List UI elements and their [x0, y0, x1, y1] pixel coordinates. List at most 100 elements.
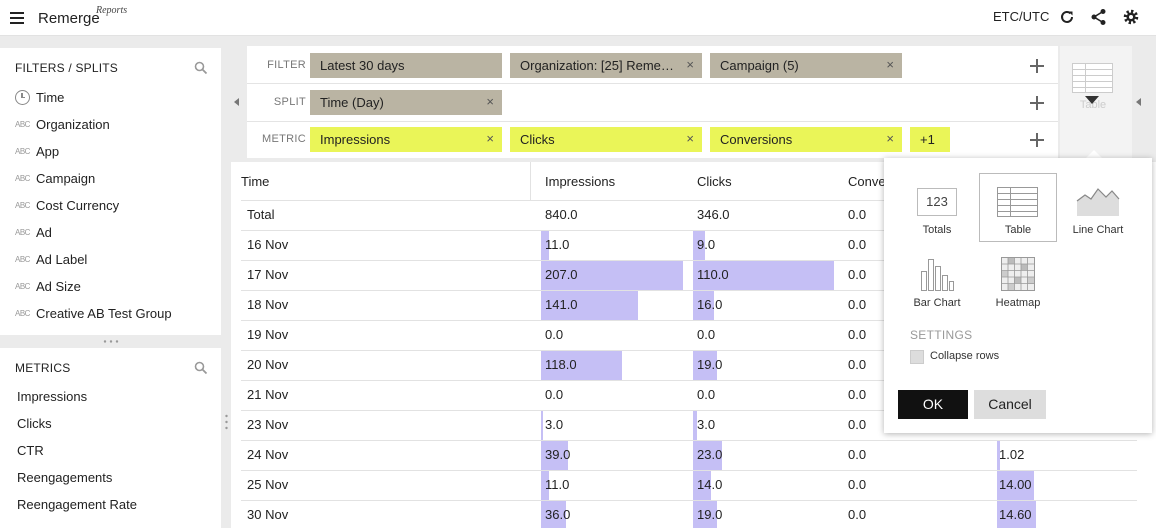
- refresh-icon[interactable]: [1058, 8, 1076, 26]
- chip-label: Impressions: [320, 132, 391, 147]
- metric-chip-conversions[interactable]: Conversions ×: [710, 127, 902, 152]
- heatmap-icon: [1001, 257, 1035, 291]
- viz-option-line-chart[interactable]: Line Chart: [1059, 173, 1137, 242]
- row-conversions: 0.0: [848, 507, 867, 522]
- impressions-bar: [541, 441, 568, 470]
- dimension-organization[interactable]: ABC Organization: [15, 114, 110, 134]
- row-extra-metric: 14.60: [999, 507, 1032, 522]
- filters-panel-title: FILTERS / SPLITS: [15, 61, 119, 75]
- share-icon[interactable]: [1090, 8, 1108, 26]
- column-header-time[interactable]: Time: [241, 174, 270, 189]
- remove-chip-icon[interactable]: ×: [886, 57, 894, 72]
- filter-chip-campaign[interactable]: Campaign (5) ×: [710, 53, 902, 78]
- top-bar: [0, 0, 1156, 36]
- collapse-rows-label[interactable]: Collapse rows: [930, 350, 1000, 362]
- dimension-app[interactable]: ABC App: [15, 141, 59, 161]
- split-chip-time[interactable]: Time (Day) ×: [310, 90, 502, 115]
- viz-option-heatmap[interactable]: Heatmap: [979, 245, 1057, 314]
- totals-icon: 123: [917, 188, 957, 216]
- abc-icon: ABC: [15, 173, 30, 183]
- dimension-time[interactable]: Time: [15, 87, 64, 107]
- metrics-panel-title: METRICS: [15, 361, 71, 375]
- metric-reengagements[interactable]: Reengagements: [17, 470, 113, 485]
- row-time: 24 Nov: [247, 447, 289, 462]
- row-impressions: 3.0: [545, 417, 564, 432]
- viz-option-table[interactable]: Table: [979, 173, 1057, 242]
- remove-chip-icon[interactable]: ×: [686, 57, 694, 72]
- row-conversions: 0.0: [848, 417, 867, 432]
- viz-option-bar-chart[interactable]: Bar Chart: [898, 245, 976, 314]
- collapse-rows-checkbox[interactable]: [910, 350, 924, 364]
- remove-chip-icon[interactable]: ×: [486, 131, 494, 146]
- sidebar-resize-handle[interactable]: [224, 414, 229, 430]
- divider: [241, 380, 1137, 381]
- ok-button[interactable]: OK: [898, 390, 968, 419]
- dimension-ad[interactable]: ABC Ad: [15, 222, 52, 242]
- row-conversions: 0.0: [848, 477, 867, 492]
- viz-option-label: Line Chart: [1072, 224, 1124, 236]
- row-time: 19 Nov: [247, 327, 289, 342]
- row-impressions: 0.0: [545, 327, 564, 342]
- divider: [241, 230, 1137, 231]
- popover-arrow: [1085, 150, 1103, 159]
- viz-option-totals[interactable]: 123 Totals: [898, 173, 976, 242]
- split-row-label: SPLIT: [273, 96, 306, 108]
- timezone-selector[interactable]: ETC/UTC: [993, 9, 1050, 24]
- menu-icon[interactable]: [10, 12, 24, 24]
- filter-row-label: FILTER: [267, 59, 306, 71]
- filters-panel: [0, 48, 221, 335]
- metric-clicks[interactable]: Clicks: [17, 416, 52, 431]
- search-icon[interactable]: [194, 61, 208, 75]
- abc-icon: ABC: [15, 146, 30, 156]
- impressions-bar: [541, 471, 549, 500]
- add-metric-icon[interactable]: [1030, 133, 1044, 147]
- table-icon: [997, 187, 1038, 217]
- column-header-conversions[interactable]: Conve: [848, 174, 886, 189]
- panel-resize-handle[interactable]: [103, 339, 119, 344]
- filter-chip-organization[interactable]: Organization: [25] Reme… ×: [510, 53, 702, 78]
- dimension-label: Organization: [36, 116, 110, 132]
- metric-chip-clicks[interactable]: Clicks ×: [510, 127, 702, 152]
- metric-row-label: METRIC: [262, 133, 306, 145]
- dimension-campaign[interactable]: ABC Campaign: [15, 168, 95, 188]
- dimension-label: Campaign: [36, 170, 96, 186]
- row-conversions: 0.0: [848, 297, 867, 312]
- metric-reengagement-rate[interactable]: Reengagement Rate: [17, 497, 137, 512]
- abc-icon: ABC: [15, 119, 30, 129]
- dimension-ad-label[interactable]: ABC Ad Label: [15, 249, 87, 269]
- filter-chip-date-range[interactable]: Latest 30 days: [310, 53, 502, 78]
- dimension-creative-ab-test-group[interactable]: ABC Creative AB Test Group: [15, 303, 172, 323]
- metrics-panel: [0, 348, 221, 528]
- impressions-bar: [541, 411, 543, 440]
- row-time: 18 Nov: [247, 297, 289, 312]
- dimension-cost-currency[interactable]: ABC Cost Currency: [15, 195, 119, 215]
- dimension-ad-size[interactable]: ABC Ad Size: [15, 276, 81, 296]
- add-split-icon[interactable]: [1030, 96, 1044, 110]
- clicks-bar: [693, 261, 834, 290]
- metric-ctr[interactable]: CTR: [17, 443, 44, 458]
- cancel-button[interactable]: Cancel: [974, 390, 1046, 419]
- chip-label: Latest 30 days: [320, 58, 405, 73]
- column-header-clicks[interactable]: Clicks: [697, 174, 732, 189]
- metric-chip-impressions[interactable]: Impressions ×: [310, 127, 502, 152]
- collapse-right-arrow-icon[interactable]: [1136, 98, 1141, 106]
- divider: [241, 500, 1137, 501]
- metric-impressions[interactable]: Impressions: [17, 389, 88, 404]
- chip-label: Conversions: [720, 132, 793, 147]
- remove-chip-icon[interactable]: ×: [886, 131, 894, 146]
- abc-icon: ABC: [15, 281, 30, 291]
- clicks-bar: [693, 291, 714, 320]
- remove-chip-icon[interactable]: ×: [486, 94, 494, 109]
- gear-icon[interactable]: [1122, 8, 1140, 26]
- clock-icon: [15, 89, 30, 105]
- row-clicks: 0.0: [697, 387, 716, 402]
- metric-chip-more[interactable]: +1: [910, 127, 950, 152]
- divider: [247, 83, 1058, 84]
- abc-icon: ABC: [15, 227, 30, 237]
- remove-chip-icon[interactable]: ×: [686, 131, 694, 146]
- collapse-left-arrow-icon[interactable]: [234, 98, 239, 106]
- add-filter-icon[interactable]: [1030, 59, 1044, 73]
- column-header-impressions[interactable]: Impressions: [545, 174, 616, 189]
- impressions-bar: [541, 351, 622, 380]
- search-icon[interactable]: [194, 361, 208, 375]
